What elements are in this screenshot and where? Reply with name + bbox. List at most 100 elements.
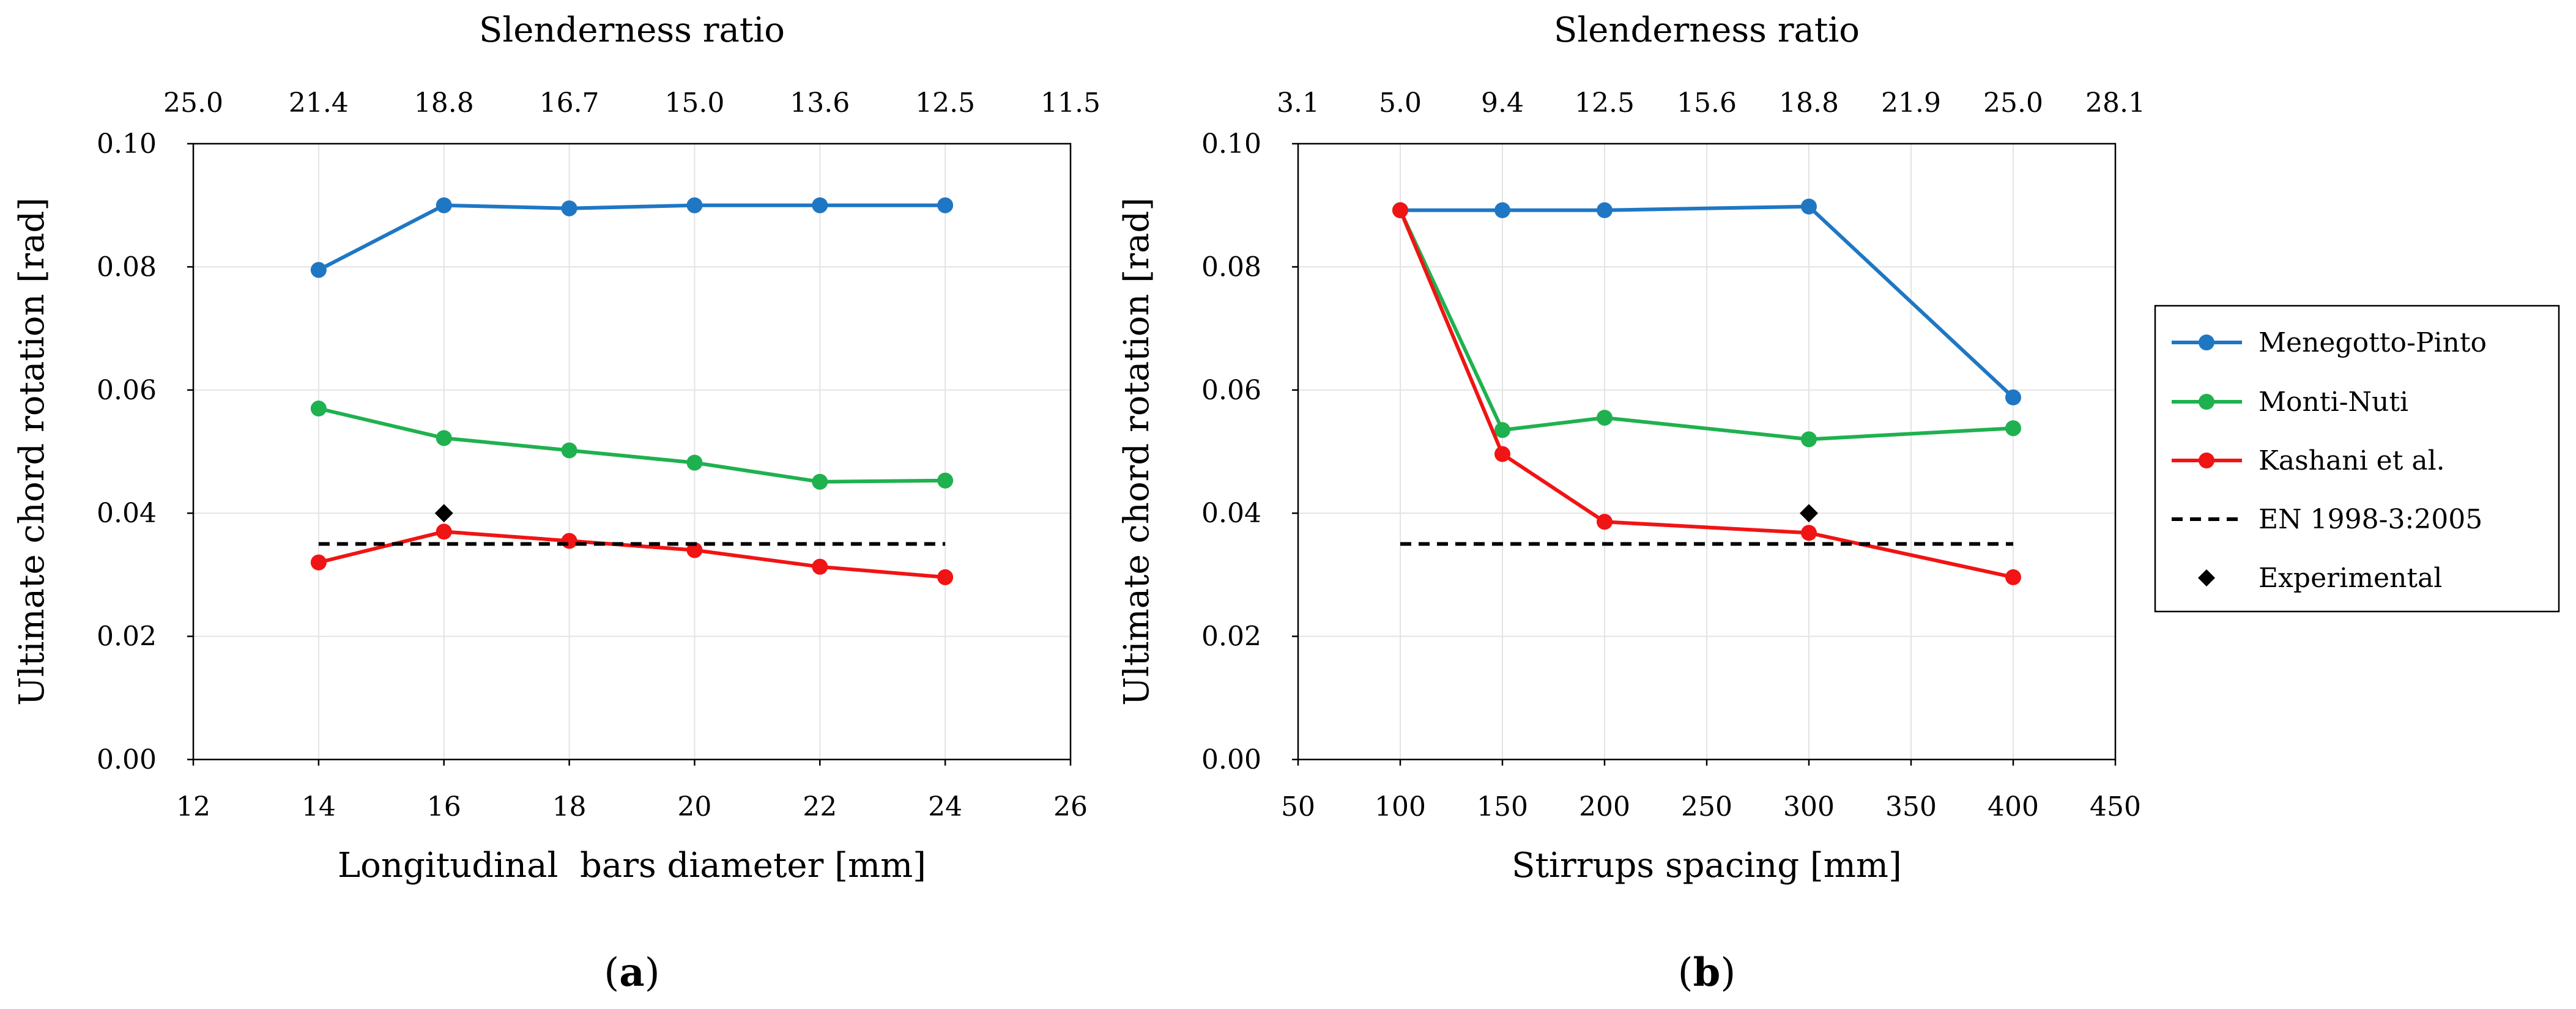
top-tick-label: 25.0: [163, 87, 223, 119]
series-line-menegotto-pinto: [317, 203, 946, 272]
point-experimental: [1800, 504, 1818, 523]
x-tick-label: 12: [176, 791, 210, 822]
legend-label-monti-nuti: Monti-Nuti: [2259, 386, 2408, 418]
chart-panel-a: 12 14 16 18 20 22 24 26 25.0 21.4 18.8 16.7 15.0 13.6…: [12, 10, 1101, 996]
legend-label-experimental: Experimental: [2259, 563, 2442, 594]
point-monti-nuti: [2005, 420, 2021, 437]
series-line-monti-nuti: [318, 407, 946, 484]
x-tick-label: 100: [1375, 791, 1426, 822]
y-tick-label: 0.06: [1201, 375, 1261, 406]
y-tick-label: 0.08: [1201, 251, 1261, 283]
panel-label-open-paren: (: [1678, 950, 1693, 996]
point-monti-nuti: [1801, 431, 1817, 448]
x-tick-label: 24: [928, 791, 962, 822]
point-kashani-et-al: [1494, 446, 1510, 462]
legend-marker-experimental: [2198, 569, 2215, 586]
point-monti-nuti: [436, 430, 452, 446]
point-kashani-et-al: [1597, 514, 1613, 530]
y-axis-title-a: Ultimate chord rotation [rad]: [12, 198, 52, 706]
panel-label-letter: a: [619, 950, 644, 996]
x-tick-label: 22: [803, 791, 837, 822]
legend-marker-menegotto-pinto: [2199, 334, 2214, 350]
top-tick-label: 5.0: [1379, 87, 1422, 119]
top-tick-label: 15.6: [1677, 87, 1737, 119]
y-tick-label: 0.02: [1201, 621, 1261, 652]
y-tick-label: 0.06: [97, 375, 157, 406]
panel-label-close-paren: ): [645, 950, 660, 996]
top-tick-label: 21.9: [1881, 87, 1941, 119]
point-kashani-et-al: [436, 523, 452, 540]
point-kashani-et-al: [310, 554, 327, 571]
top-tick-label: 18.8: [1779, 87, 1839, 119]
point-monti-nuti: [812, 473, 828, 490]
top-tick-label: 16.7: [540, 87, 599, 119]
top-tick-label: 11.5: [1041, 87, 1101, 119]
plot-area-a: [192, 142, 1072, 761]
y-tick-label: 0.02: [97, 621, 157, 652]
top-tick-label: 12.5: [915, 87, 975, 119]
panel-label-close-paren: ): [1720, 950, 1735, 996]
top-tick-label: 13.6: [790, 87, 850, 119]
point-kashani-et-al: [1801, 525, 1817, 541]
top-tick-label: 28.1: [2085, 87, 2145, 119]
legend-label-kashani: Kashani et al.: [2259, 445, 2445, 476]
point-monti-nuti: [937, 472, 954, 489]
x-tick-label: 26: [1053, 791, 1088, 822]
point-menegotto-pinto: [561, 200, 577, 216]
x-tick-label: 18: [552, 791, 587, 822]
point-menegotto-pinto: [812, 197, 828, 213]
chart-panel-b: 50 100 150 200 250 300 350 400 450 3.1 5.0 9.4 12.5 1…: [1117, 10, 2145, 996]
point-kashani-et-al: [1392, 202, 1408, 218]
x-tick-label: 20: [677, 791, 711, 822]
x-axis-title-a: Longitudinal bars diameter [mm]: [338, 846, 926, 885]
y-tick-label: 0.08: [97, 251, 157, 283]
top-tick-label: 18.8: [414, 87, 474, 119]
point-kashani-et-al: [561, 533, 577, 549]
point-menegotto-pinto: [1801, 198, 1817, 215]
point-kashani-et-al: [937, 569, 954, 585]
legend-label-menegotto-pinto: Menegotto-Pinto: [2259, 327, 2487, 358]
y-tick-label: 0.00: [97, 744, 157, 775]
x-tick-label: 200: [1579, 791, 1630, 822]
x-axis-title-b: Stirrups spacing [mm]: [1512, 846, 1902, 885]
point-experimental: [434, 504, 453, 523]
point-menegotto-pinto: [937, 197, 954, 213]
panel-label-open-paren: (: [604, 950, 619, 996]
point-menegotto-pinto: [310, 262, 327, 278]
y-tick-label: 0.10: [97, 128, 157, 160]
point-monti-nuti: [686, 454, 703, 471]
panel-label-b: (b): [1678, 950, 1736, 996]
y-tick-label: 0.04: [97, 498, 157, 529]
top-tick-label: 3.1: [1277, 87, 1320, 119]
x-tick-label: 16: [427, 791, 461, 822]
top-axis-title-b: Slenderness ratio: [1554, 10, 1860, 50]
x-tick-label: 14: [302, 791, 336, 822]
y-tick-label: 0.00: [1201, 744, 1261, 775]
panel-label-a: (a): [604, 950, 659, 996]
top-tick-label: 9.4: [1481, 87, 1524, 119]
x-tick-label: 150: [1477, 791, 1528, 822]
top-tick-label: 12.5: [1575, 87, 1635, 119]
top-tick-label: 21.4: [289, 87, 349, 119]
top-tick-label: 25.0: [1983, 87, 2043, 119]
point-monti-nuti: [1494, 422, 1510, 438]
x-tick-label: 450: [2090, 791, 2141, 822]
top-tick-label: 15.0: [664, 87, 724, 119]
series-line-kashani-et-al: [318, 530, 946, 579]
point-kashani-et-al: [686, 542, 703, 558]
x-tick-label: 400: [1988, 791, 2039, 822]
point-monti-nuti: [561, 442, 577, 459]
legend-marker-monti-nuti: [2199, 394, 2214, 410]
y-tick-label: 0.04: [1201, 498, 1261, 529]
point-menegotto-pinto: [686, 197, 703, 213]
top-axis-title-a: Slenderness ratio: [479, 10, 785, 50]
legend-marker-kashani: [2199, 453, 2214, 468]
point-kashani-et-al: [812, 558, 828, 575]
point-monti-nuti: [1597, 410, 1613, 426]
point-menegotto-pinto: [436, 197, 452, 213]
x-tick-label: 50: [1281, 791, 1315, 822]
y-tick-label: 0.10: [1201, 128, 1261, 160]
point-monti-nuti: [310, 401, 327, 417]
point-kashani-et-al: [2005, 569, 2021, 585]
